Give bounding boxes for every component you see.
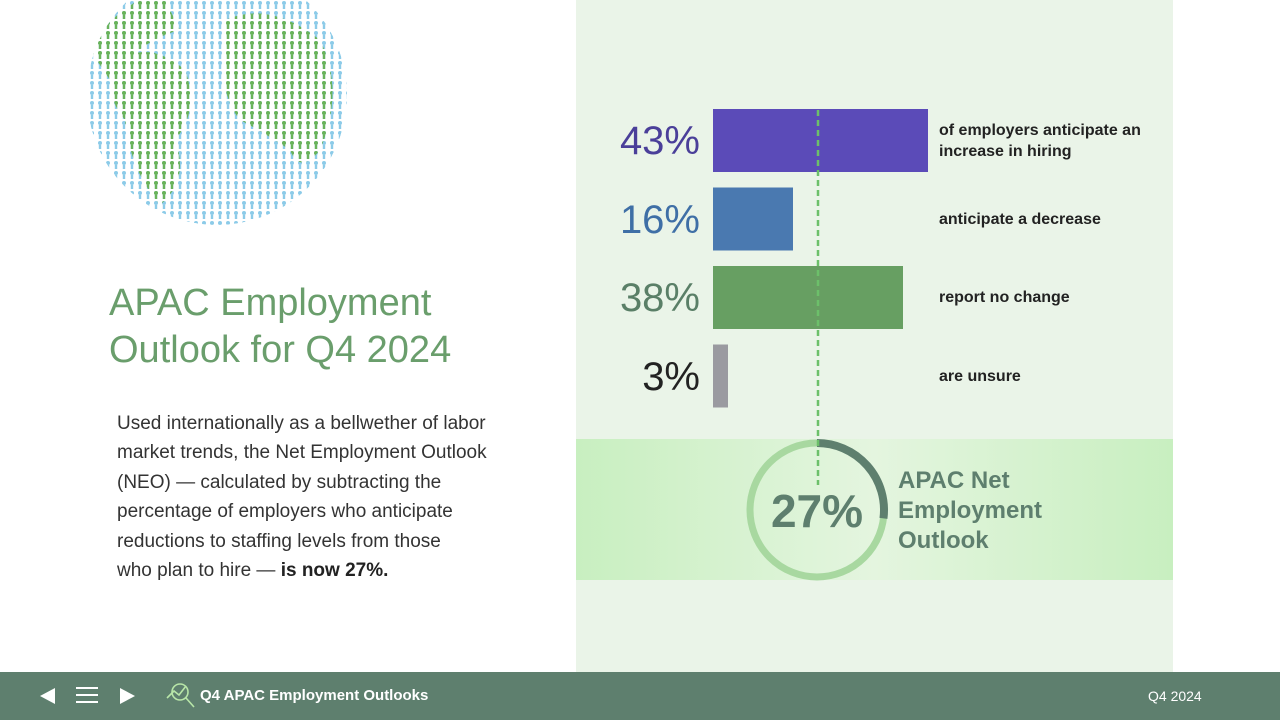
bar-value-label: 38% — [619, 276, 700, 320]
bar — [713, 109, 928, 172]
bar-value-label: 16% — [619, 197, 700, 242]
body-line: percentage of employers who anticipate — [117, 501, 453, 523]
bar — [713, 344, 728, 408]
donut-arc — [816, 439, 888, 519]
footer-bar — [0, 672, 1280, 720]
bar-category-label: are unsure — [939, 367, 1021, 385]
next-button[interactable] — [120, 688, 135, 704]
neo-label: APAC Net Employment Outlook — [898, 467, 1043, 554]
prev-button[interactable] — [40, 688, 55, 704]
footer-title: Q4 APAC Employment Outlooks — [200, 687, 429, 704]
bar — [713, 187, 793, 251]
bar-value-label: 3% — [642, 354, 700, 399]
slide-title: APAC Employment Outlook for Q4 2024 — [109, 282, 452, 371]
globe — [87, 0, 347, 225]
bar — [713, 266, 903, 329]
bar-category-label: report no change — [939, 289, 1070, 306]
footer-icons — [40, 683, 195, 708]
footer-period: Q4 2024 — [1148, 688, 1202, 704]
body-line: who plan to hire — — [117, 560, 281, 582]
body-emphasis: is now 27%. — [280, 560, 389, 582]
bar-category-label: of employers anticipate an increase in h… — [939, 121, 1141, 160]
bar-value-label: 43% — [619, 119, 700, 163]
logo-icon — [166, 683, 195, 708]
body-line: (NEO) — calculated by subtracting the — [117, 471, 442, 493]
menu-button[interactable] — [76, 687, 98, 703]
bar-category-label: anticipate a decrease — [939, 210, 1101, 228]
body-line: reductions to staffing levels from those — [117, 530, 441, 552]
body-text: Used internationally as a bellwether of … — [117, 409, 547, 585]
body-line: market trends, the Net Employment Outloo… — [117, 442, 487, 464]
neo-value: 27% — [770, 485, 864, 537]
neo-band — [576, 439, 1173, 580]
body-line: Used internationally as a bellwether of … — [117, 413, 486, 434]
